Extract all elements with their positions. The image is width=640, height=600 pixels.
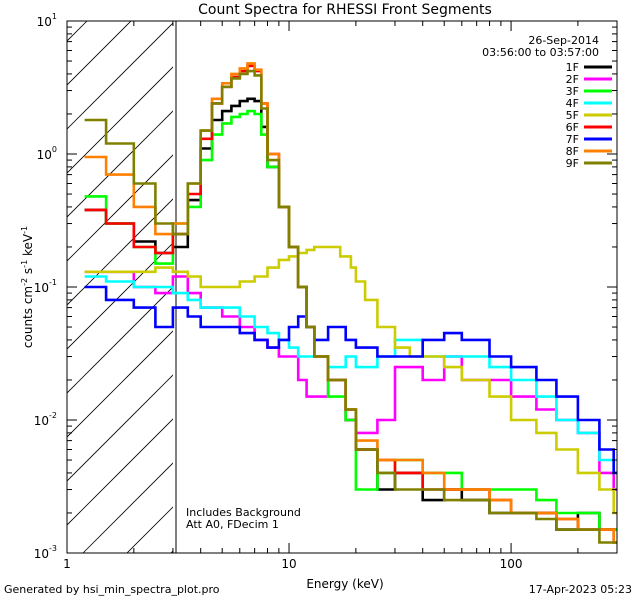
annotation-background: Includes Background	[186, 506, 301, 519]
hatch-line	[67, 21, 132, 86]
y-tick-label: 101	[37, 12, 57, 29]
legend-label-3F: 3F	[566, 85, 579, 98]
legend-label-2F: 2F	[566, 73, 579, 86]
legend-label-6F: 6F	[566, 121, 579, 134]
y-tick-label: 10-3	[34, 544, 57, 561]
legend-label-9F: 9F	[566, 157, 579, 170]
series-line-8F	[84, 62, 617, 544]
generated-timestamp: 17-Apr-2023 05:23	[528, 583, 632, 596]
series-line-5F	[84, 245, 617, 515]
y-axis-label: counts cm-2 s-1 keV-1	[20, 226, 35, 348]
legend-label-7F: 7F	[566, 133, 579, 146]
hatch-line	[67, 418, 173, 526]
hatch-line	[67, 66, 173, 174]
x-tick-label: 100	[500, 557, 523, 571]
y-tick-label: 10-2	[34, 411, 57, 428]
x-tick-label: 1	[63, 557, 71, 571]
legend-label-1F: 1F	[566, 61, 579, 74]
series-line-7F	[84, 285, 617, 475]
series-line-4F	[84, 275, 617, 475]
generator-credit: Generated by hsi_min_spectra_plot.pro	[4, 583, 220, 596]
legend-label-5F: 5F	[566, 109, 579, 122]
hatch-line	[82, 462, 173, 553]
hatch-line	[67, 374, 173, 482]
hatch-line	[67, 22, 173, 130]
series-line-3F	[84, 109, 617, 531]
y-tick-label: 10-1	[34, 278, 57, 295]
chart-title: Count Spectra for RHESSI Front Segments	[198, 2, 492, 18]
hatch-line	[67, 242, 173, 350]
y-tick-label: 100	[37, 145, 57, 162]
series-line-9F	[84, 69, 617, 544]
x-axis-label: Energy (keV)	[306, 577, 383, 591]
time-range-label: 03:56:00 to 03:57:00	[482, 46, 599, 59]
annotation-attenuator: Att A0, FDecim 1	[186, 518, 279, 531]
date-label: 26-Sep-2014	[528, 34, 599, 47]
x-tick-label: 10	[281, 557, 296, 571]
legend-label-8F: 8F	[566, 145, 579, 158]
legend-label-4F: 4F	[566, 97, 579, 110]
